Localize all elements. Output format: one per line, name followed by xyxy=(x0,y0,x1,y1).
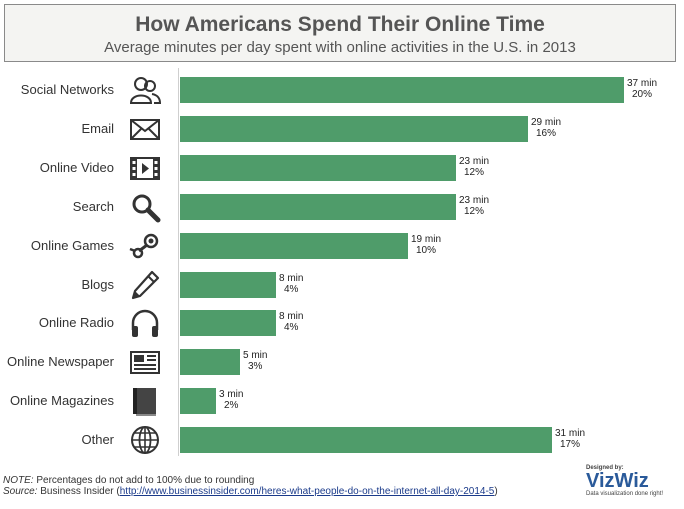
bar-search xyxy=(180,193,456,220)
chart-title: How Americans Spend Their Online Time xyxy=(135,13,545,36)
source-link[interactable]: http://www.businessinsider.com/heres-wha… xyxy=(119,486,495,497)
category-label-online-newspaper: Online Newspaper xyxy=(7,354,114,370)
percent-label: 3% xyxy=(248,361,263,373)
minutes-label: 19 min xyxy=(411,233,442,245)
magnifier-icon xyxy=(128,190,162,224)
percent-label: 2% xyxy=(224,400,239,412)
minutes-label: 8 min xyxy=(279,311,304,323)
data-label-online-radio: 8 min 4% xyxy=(279,311,303,333)
percent-label: 4% xyxy=(284,322,299,334)
category-label-online-radio: Online Radio xyxy=(38,315,114,331)
note-line: NOTE: Percentages do not add to 100% due… xyxy=(3,475,498,486)
people-icon xyxy=(128,73,162,107)
category-label-search: Search xyxy=(72,198,114,214)
data-label-social-networks: 37 min 20% xyxy=(627,78,657,100)
note-label: NOTE: xyxy=(3,475,34,486)
steam-icon xyxy=(128,229,162,263)
category-label-blogs: Blogs xyxy=(81,276,114,292)
minutes-label: 23 min xyxy=(459,155,490,167)
globe-icon xyxy=(128,423,162,457)
data-label-online-newspaper: 5 min 3% xyxy=(243,350,267,372)
envelope-icon xyxy=(128,112,162,146)
bar-online-games xyxy=(180,232,408,259)
data-label-online-video: 23 min 12% xyxy=(459,156,489,178)
film-icon xyxy=(128,151,162,185)
source-text: Business Insider ( xyxy=(37,486,120,497)
designed-by-label: Designed by: xyxy=(586,465,624,471)
bar-other xyxy=(180,427,552,454)
category-label-email: Email xyxy=(81,120,114,136)
data-label-online-games: 19 min 10% xyxy=(411,234,441,256)
pencil-icon xyxy=(128,268,162,302)
data-label-other: 31 min 17% xyxy=(555,428,585,450)
title-box: How Americans Spend Their Online Time Av… xyxy=(4,4,676,62)
data-label-online-magazines: 3 min 2% xyxy=(219,389,243,411)
percent-label: 17% xyxy=(560,439,581,451)
footnote: NOTE: Percentages do not add to 100% due… xyxy=(3,475,498,497)
newspaper-icon xyxy=(128,345,162,379)
minutes-label: 5 min xyxy=(243,350,268,362)
category-label-online-games: Online Games xyxy=(30,237,114,253)
minutes-label: 29 min xyxy=(531,116,562,128)
vizwiz-brand: Designed by: VizWiz Data visualization d… xyxy=(586,465,682,497)
category-label-online-magazines: Online Magazines xyxy=(9,393,114,409)
brand-name: VizWiz xyxy=(586,470,649,492)
bar-chart: Social Networks 37 min 20% Email 29 min 16% On… xyxy=(0,68,684,460)
minutes-label: 8 min xyxy=(279,272,304,284)
bar-online-video xyxy=(180,154,456,181)
percent-label: 16% xyxy=(536,127,557,139)
percent-label: 12% xyxy=(464,166,485,178)
data-label-blogs: 8 min 4% xyxy=(279,273,303,295)
axis-line xyxy=(178,68,179,456)
bar-online-newspaper xyxy=(180,349,240,376)
percent-label: 12% xyxy=(464,205,485,217)
bar-social-networks xyxy=(180,77,624,103)
category-label-social-networks: Social Networks xyxy=(20,82,114,97)
brand-tagline: Data visualization done right! xyxy=(586,491,664,497)
minutes-label: 23 min xyxy=(459,194,490,206)
category-label-other: Other xyxy=(81,432,114,448)
source-label: Source: xyxy=(3,486,38,497)
percent-label: 20% xyxy=(632,89,653,100)
category-label-online-video: Online Video xyxy=(39,159,114,175)
bar-online-magazines xyxy=(180,388,216,415)
bar-email xyxy=(180,115,528,142)
data-label-search: 23 min 12% xyxy=(459,195,489,217)
percent-label: 4% xyxy=(284,283,299,295)
chart-subtitle: Average minutes per day spent with onlin… xyxy=(104,39,576,56)
headphones-icon xyxy=(128,306,162,340)
note-text: Percentages do not add to 100% due to ro… xyxy=(33,475,255,486)
bar-blogs xyxy=(180,271,276,298)
source-close: ) xyxy=(494,486,498,497)
minutes-label: 37 min xyxy=(627,78,658,89)
source-line: Source: Business Insider (http://www.bus… xyxy=(3,486,498,497)
minutes-label: 3 min xyxy=(219,389,244,401)
bar-online-radio xyxy=(180,310,276,337)
minutes-label: 31 min xyxy=(555,428,586,440)
book-icon xyxy=(128,384,162,418)
percent-label: 10% xyxy=(416,244,437,256)
data-label-email: 29 min 16% xyxy=(531,117,561,139)
